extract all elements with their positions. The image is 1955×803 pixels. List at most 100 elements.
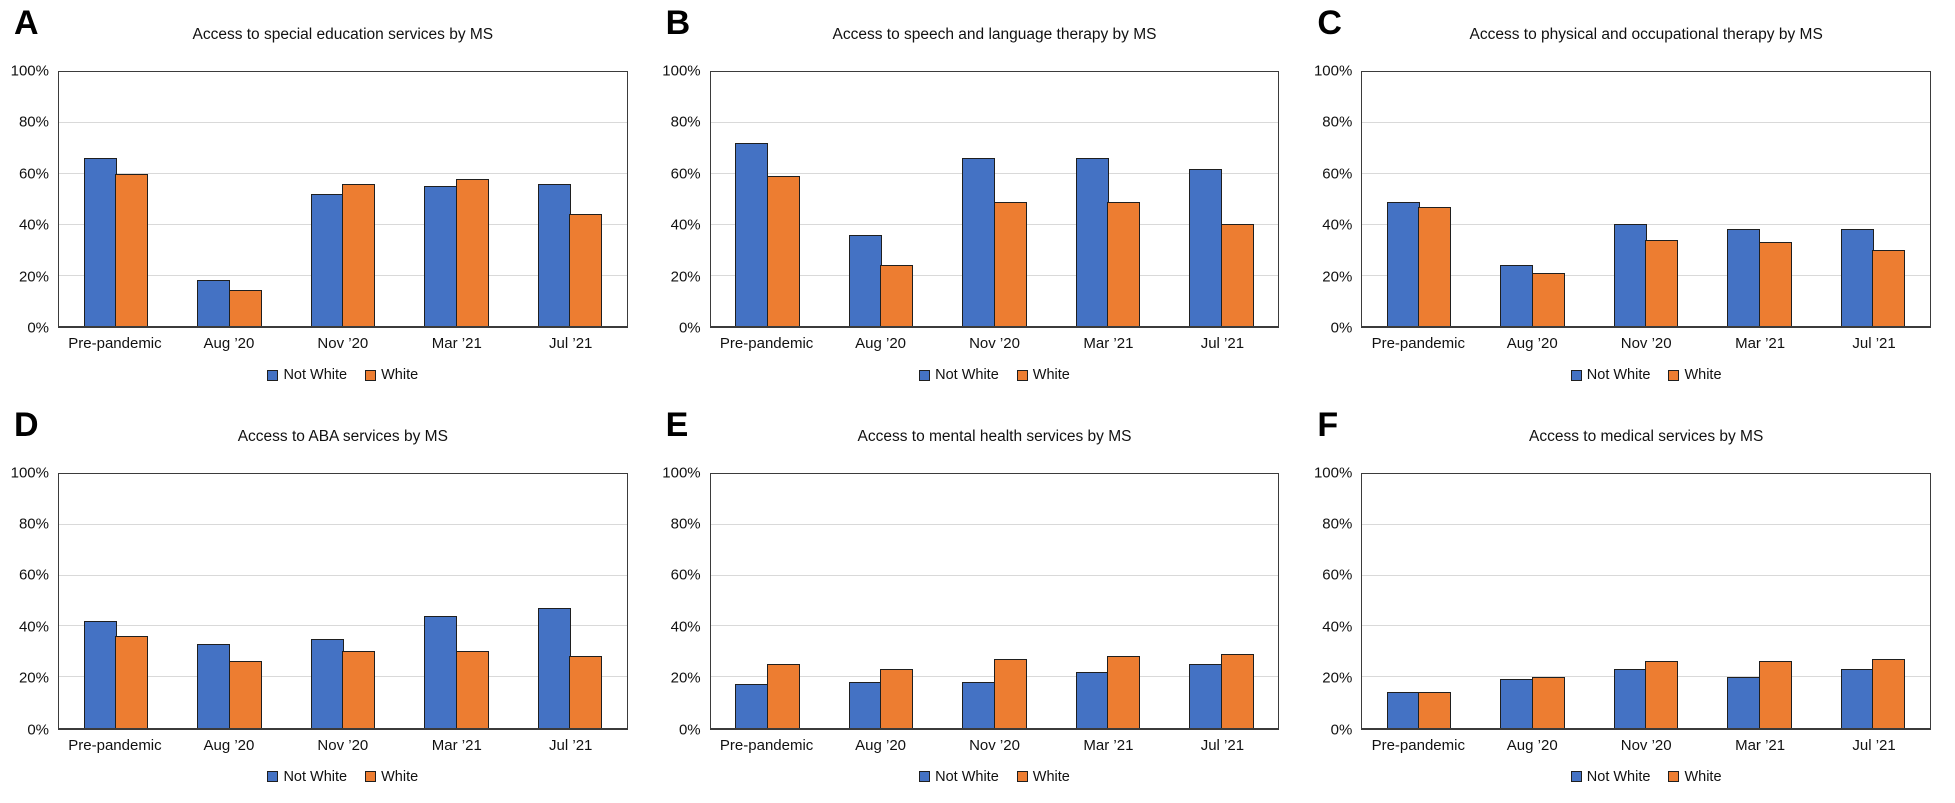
x-category-label: Nov ’20 (317, 335, 369, 352)
bar-white (880, 265, 914, 326)
y-tick-label: 100% (1313, 464, 1353, 481)
bar-white (115, 173, 149, 326)
bar-white (1645, 239, 1679, 326)
legend-swatch-icon (267, 771, 279, 782)
y-tick-label: 20% (18, 669, 49, 687)
legend-item: Not White (919, 769, 999, 785)
bar-white (993, 658, 1027, 728)
y-tick-label: 20% (670, 268, 701, 286)
y-tick-label: 20% (1322, 268, 1353, 286)
bar-not-white (310, 193, 344, 326)
y-tick-label: 60% (1322, 165, 1353, 183)
y-axis: 0% 20% 40% 60% 80% 100% (1303, 63, 1361, 337)
x-category-label: Mar ’21 (1735, 335, 1786, 352)
legend-label: Not White (935, 367, 999, 383)
legend-swatch-icon (919, 771, 931, 782)
bar-group (286, 474, 400, 728)
legend-item: Not White (1570, 769, 1650, 785)
bar-group (824, 474, 938, 728)
bar-not-white (848, 681, 882, 728)
x-category-label: Pre-pandemic (68, 736, 162, 754)
panel-letter: B (665, 4, 691, 42)
legend-swatch-icon (1016, 369, 1028, 381)
bar-group (1816, 72, 1930, 326)
bar-not-white (735, 684, 769, 728)
bar-white (342, 651, 376, 728)
bar-not-white (1840, 229, 1874, 326)
y-tick-label: 40% (670, 216, 701, 234)
legend: Not White White (1361, 769, 1931, 785)
bar-group (1051, 72, 1165, 326)
bar-not-white (1613, 669, 1647, 728)
y-axis: 0% 20% 40% 60% 80% 100% (0, 464, 58, 738)
bar-not-white (537, 183, 571, 326)
legend-label: White (381, 367, 419, 383)
bar-white (228, 290, 262, 326)
legend: Not White White (1361, 367, 1931, 383)
bar-not-white (848, 234, 882, 326)
gridline (710, 523, 1279, 525)
y-axis: 0% 20% 40% 60% 80% 100% (652, 464, 710, 738)
legend-swatch-icon (365, 369, 377, 381)
y-tick-label: 60% (670, 566, 701, 584)
x-category-label: Pre-pandemic (719, 335, 814, 352)
legend-swatch-icon (919, 369, 931, 381)
bar-not-white (1386, 201, 1420, 326)
legend-item: White (1016, 768, 1070, 785)
legend-label: White (1684, 768, 1722, 785)
bar-group (1589, 474, 1703, 728)
legend-swatch-icon (1570, 771, 1582, 782)
bar-group (400, 72, 514, 326)
bar-white (766, 664, 800, 728)
y-tick-label: 0% (678, 721, 701, 738)
legend-label: White (1032, 367, 1070, 383)
y-tick-label: 80% (1322, 113, 1353, 131)
gridline (1362, 173, 1930, 175)
gridline (710, 625, 1279, 627)
x-category-label: Aug ’20 (855, 736, 906, 754)
y-tick-label: 40% (1322, 618, 1353, 636)
legend-swatch-icon (1668, 771, 1680, 782)
panel-a-special-education: A Access to special education services b… (0, 0, 652, 402)
legend-item: White (365, 769, 418, 785)
bar-group (938, 72, 1052, 326)
bar-white (1107, 656, 1141, 728)
chart-body: 0% 20% 40% 60% 80% 100% (0, 464, 628, 738)
legend-item: White (1668, 768, 1722, 785)
x-category-label: Pre-pandemic (1371, 335, 1465, 352)
plot-area (58, 71, 628, 328)
bar-white (880, 669, 914, 728)
bar-group (59, 474, 173, 728)
bar-group (286, 72, 400, 326)
bar-white (1418, 206, 1452, 326)
x-category-label: Jul ’21 (549, 736, 593, 754)
legend-swatch-icon (1570, 369, 1582, 381)
gridline (59, 625, 627, 627)
bar-group (1703, 72, 1817, 326)
bar-white (1531, 676, 1565, 728)
y-tick-label: 100% (10, 464, 49, 481)
y-tick-label: 0% (1330, 721, 1353, 738)
legend-label: Not White (935, 768, 999, 785)
x-category-label: Aug ’20 (855, 335, 906, 352)
x-category-label: Jul ’21 (1200, 736, 1245, 754)
bar-not-white (1727, 676, 1761, 728)
bar-not-white (310, 638, 344, 728)
legend-label: White (1032, 768, 1070, 785)
chart-body: 0% 20% 40% 60% 80% 100% (652, 464, 1280, 738)
chart-title: Access to ABA services by MS (237, 427, 448, 445)
chart-body: 0% 20% 40% 60% 80% 100% (0, 63, 628, 337)
chart-body: 0% 20% 40% 60% 80% 100% (652, 63, 1280, 337)
chart-title: Access to mental health services by MS (857, 427, 1132, 445)
bar-group (711, 72, 825, 326)
y-tick-label: 80% (18, 515, 49, 533)
bar-not-white (1500, 265, 1534, 326)
bar-white (1872, 658, 1906, 728)
bar-group (1816, 474, 1930, 728)
panel-letter: F (1317, 405, 1339, 444)
bar-group (824, 72, 938, 326)
legend-label: Not White (1586, 367, 1651, 383)
x-category-label: Nov ’20 (969, 335, 1020, 352)
bar-not-white (735, 143, 769, 326)
y-tick-label: 0% (678, 319, 701, 337)
